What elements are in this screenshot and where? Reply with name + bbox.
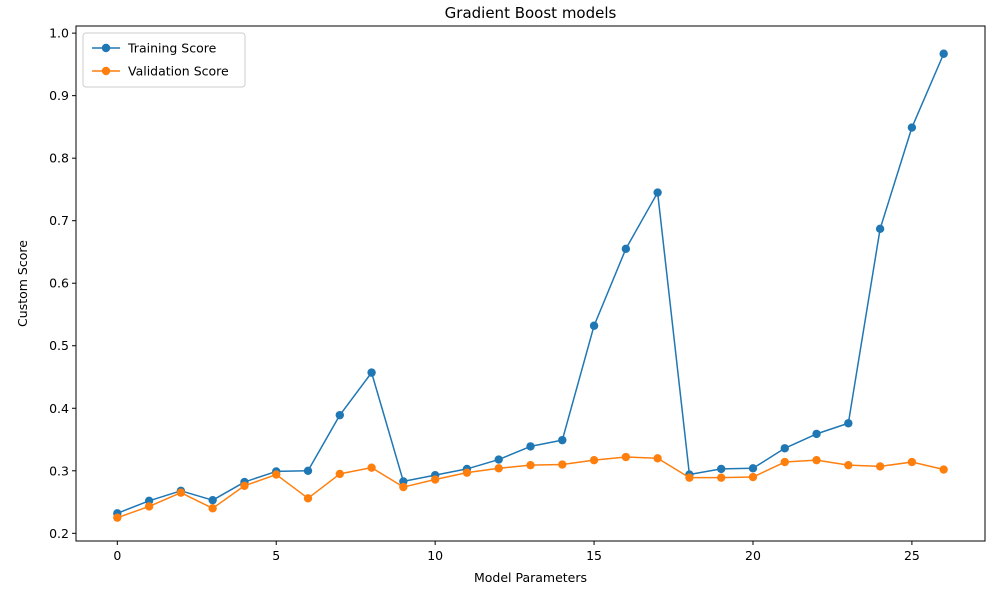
training-score-point	[526, 442, 535, 451]
validation-score-point	[113, 513, 122, 522]
legend-box	[82, 32, 246, 88]
y-tick-label: 1.0	[49, 26, 69, 41]
plot-area	[113, 49, 948, 522]
legend-marker-training-score	[101, 43, 111, 53]
validation-score-point	[812, 455, 821, 465]
x-tick-label: 5	[272, 548, 280, 563]
validation-score-point	[716, 473, 726, 482]
y-tick-label: 0.8	[49, 151, 69, 166]
y-tick-label: 0.2	[49, 526, 69, 541]
training-score-point	[748, 464, 758, 473]
validation-score-point	[208, 504, 217, 513]
x-tick-label: 10	[427, 548, 443, 563]
validation-score-point	[272, 470, 281, 479]
training-score-point	[558, 435, 567, 445]
training-score-point	[939, 49, 948, 58]
x-tick-label: 20	[745, 548, 761, 563]
x-tick-label: 25	[904, 548, 920, 563]
training-score-point	[844, 419, 853, 428]
training-score-point	[589, 321, 599, 330]
validation-score-point	[303, 494, 313, 503]
legend-label-training-score: Training Score	[127, 41, 217, 56]
chart-title: Gradient Boost models	[445, 4, 617, 22]
y-tick-label: 0.7	[49, 213, 69, 228]
x-tick-label: 15	[586, 548, 602, 563]
training-score-point	[621, 244, 631, 254]
validation-score-point	[621, 452, 631, 462]
x-axis-label: Model Parameters	[474, 570, 587, 585]
training-score-point	[780, 444, 789, 453]
x-tick-label: 0	[113, 548, 121, 563]
validation-score-point	[240, 481, 249, 490]
training-score-point	[716, 464, 726, 474]
validation-score-point	[748, 472, 758, 482]
y-tick-label: 0.9	[49, 88, 69, 103]
validation-score-point	[780, 457, 789, 467]
validation-score-point	[589, 455, 599, 465]
legend: Training Score Validation Score	[82, 32, 246, 88]
validation-score-point	[176, 488, 186, 497]
training-score-point	[208, 495, 217, 505]
validation-score-point	[939, 465, 948, 474]
validation-score-point	[844, 460, 853, 470]
legend-marker-validation-score	[101, 66, 111, 76]
validation-score-point	[430, 475, 440, 484]
validation-score-point	[526, 460, 535, 470]
validation-score-point	[367, 463, 376, 472]
training-score-point	[812, 429, 821, 439]
training-score-point	[875, 224, 885, 234]
y-axis-label: Custom Score	[15, 240, 30, 327]
legend-label-validation-score: Validation Score	[128, 64, 229, 79]
validation-score-point	[462, 468, 472, 477]
validation-score-point	[144, 502, 154, 511]
training-score-point	[653, 188, 662, 197]
validation-score-point	[875, 462, 885, 471]
validation-score-point	[907, 457, 917, 467]
validation-score-point	[335, 469, 345, 479]
y-tick-label: 0.5	[49, 338, 69, 353]
training-score-point	[335, 410, 345, 420]
y-tick-label: 0.3	[49, 463, 69, 478]
validation-score-point	[399, 482, 408, 492]
y-tick-label: 0.4	[49, 401, 69, 416]
training-score-point	[303, 466, 313, 475]
validation-score-point	[494, 464, 503, 473]
validation-score-point	[685, 473, 694, 482]
training-score-point	[494, 455, 503, 464]
training-score-point	[907, 123, 917, 132]
validation-score-point	[558, 460, 567, 469]
y-tick-label: 0.6	[49, 276, 69, 291]
validation-score-point	[653, 454, 662, 463]
training-score-point	[367, 368, 376, 377]
